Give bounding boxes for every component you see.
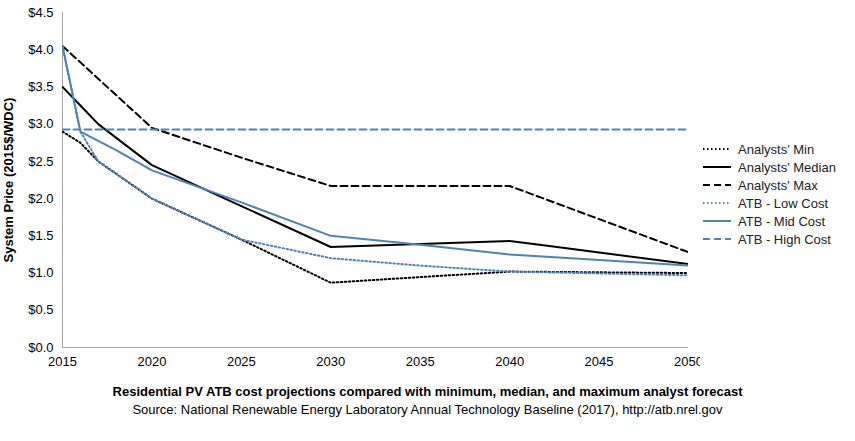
svg-text:$1.5: $1.5 <box>28 228 53 243</box>
html-text:ATB - Low Cost: ATB - Low Cost <box>738 195 829 211</box>
svg-text:2050: 2050 <box>674 354 700 369</box>
svg-text:$3.0: $3.0 <box>28 116 53 131</box>
html-text:Analysts' Max: Analysts' Max <box>738 177 818 193</box>
svg-text:System Price (2015$/WDC): System Price (2015$/WDC) <box>1 98 16 263</box>
html-text:Source: National Renewable Ene: Source: National Renewable Energy Labora… <box>132 402 723 417</box>
html-text:ATB - Mid Cost: ATB - Mid Cost <box>738 213 826 229</box>
svg-text:2020: 2020 <box>137 354 166 369</box>
svg-text:$2.5: $2.5 <box>28 154 53 169</box>
svg-text:$4.5: $4.5 <box>28 5 53 20</box>
svg-text:2015: 2015 <box>48 354 77 369</box>
svg-text:$1.0: $1.0 <box>28 265 53 280</box>
html-text:Analysts' Median: Analysts' Median <box>738 159 836 175</box>
html-text:ATB - High Cost: ATB - High Cost <box>738 231 831 247</box>
svg-text:2035: 2035 <box>406 354 435 369</box>
svg-text:$0.0: $0.0 <box>28 340 53 355</box>
svg-text:$4.0: $4.0 <box>28 42 53 57</box>
html-text:Analysts' Min: Analysts' Min <box>738 141 815 157</box>
svg-text:$3.5: $3.5 <box>28 79 53 94</box>
html-text:Residential PV ATB cost projec: Residential PV ATB cost projections comp… <box>112 384 743 399</box>
svg-text:2030: 2030 <box>316 354 345 369</box>
svg-text:$0.5: $0.5 <box>28 302 53 317</box>
svg-text:$2.0: $2.0 <box>28 191 53 206</box>
svg-text:2025: 2025 <box>227 354 256 369</box>
svg-text:2040: 2040 <box>495 354 524 369</box>
svg-text:2045: 2045 <box>585 354 614 369</box>
